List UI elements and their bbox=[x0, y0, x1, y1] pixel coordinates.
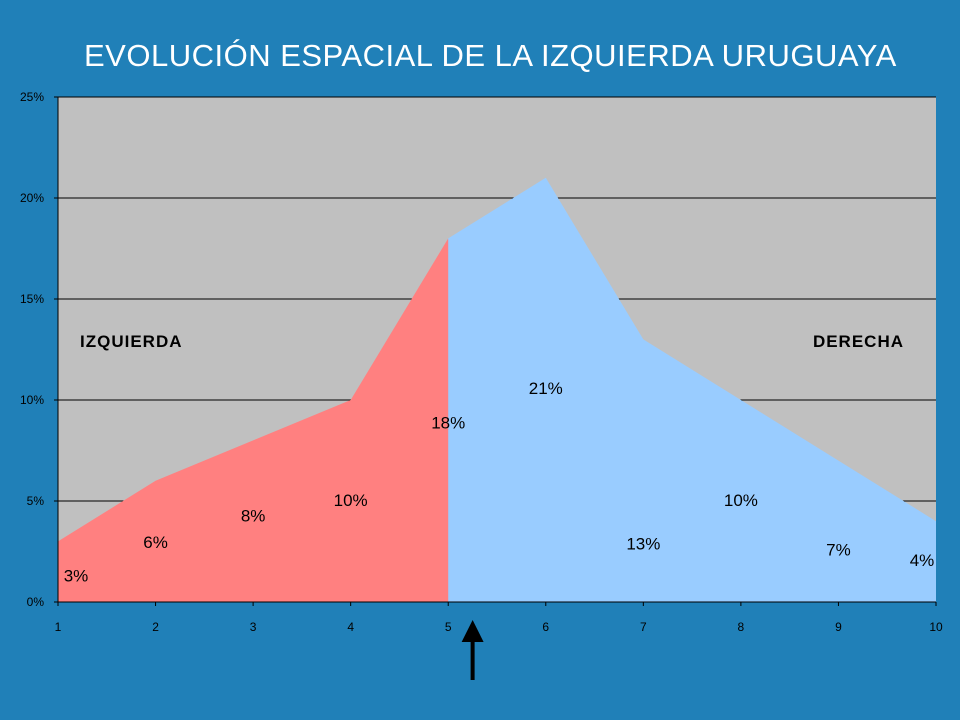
y-tick-label: 25% bbox=[20, 90, 44, 104]
data-label: 8% bbox=[241, 506, 266, 525]
arrow-head bbox=[461, 620, 484, 642]
data-label: 4% bbox=[910, 551, 935, 570]
x-tick-label: 10 bbox=[929, 620, 943, 634]
x-tick-label: 5 bbox=[445, 620, 452, 634]
data-label: 3% bbox=[64, 566, 89, 585]
data-label: 10% bbox=[334, 491, 368, 510]
data-label: 18% bbox=[431, 413, 465, 432]
x-tick-label: 7 bbox=[640, 620, 647, 634]
x-tick-label: 6 bbox=[542, 620, 549, 634]
x-tick-label: 3 bbox=[250, 620, 257, 634]
data-label: 7% bbox=[826, 541, 851, 560]
data-label: 6% bbox=[143, 533, 168, 552]
y-tick-label: 20% bbox=[20, 191, 44, 205]
x-tick-label: 2 bbox=[152, 620, 159, 634]
data-label: 13% bbox=[626, 534, 660, 553]
x-tick-label: 4 bbox=[347, 620, 354, 634]
y-tick-label: 15% bbox=[20, 292, 44, 306]
y-tick-label: 5% bbox=[27, 494, 45, 508]
data-label: 21% bbox=[529, 379, 563, 398]
annotation-derecha: DERECHA bbox=[813, 332, 904, 351]
x-tick-label: 1 bbox=[55, 620, 62, 634]
area-series-2 bbox=[448, 177, 936, 603]
area-series-1 bbox=[58, 238, 546, 602]
x-tick-label: 9 bbox=[835, 620, 842, 634]
data-label: 10% bbox=[724, 491, 758, 510]
y-tick-label: 10% bbox=[20, 393, 44, 407]
x-tick-label: 8 bbox=[738, 620, 745, 634]
y-tick-label: 0% bbox=[27, 595, 45, 609]
chart-title: EVOLUCIÓN ESPACIAL DE LA IZQUIERDA URUGU… bbox=[84, 38, 897, 73]
annotation-izquierda: IZQUIERDA bbox=[80, 332, 183, 351]
